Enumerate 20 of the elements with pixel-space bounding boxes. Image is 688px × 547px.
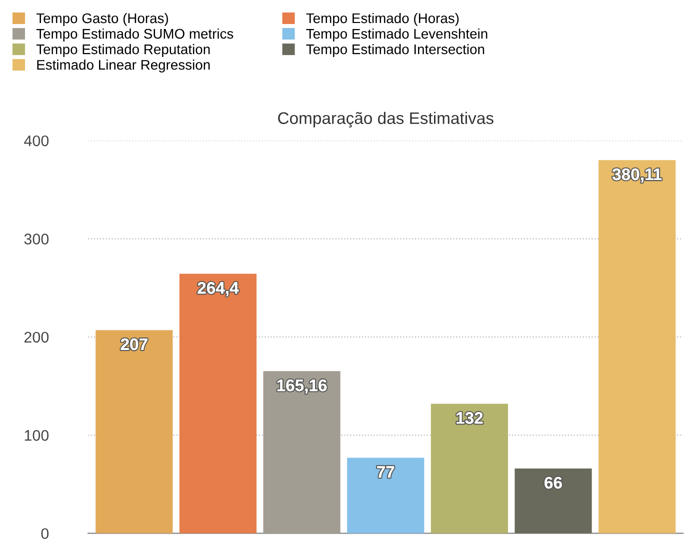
y-tick-label: 400 [24,135,49,146]
text: 132 [456,412,483,424]
y-tick-label: 100 [24,430,49,441]
text: 66 [544,476,562,489]
legend-label: Tempo Estimado SUMO metrics [36,28,234,42]
legend-label: Tempo Estimado Reputation [36,44,210,57]
y-tick-label: 300 [24,234,49,244]
y-tick-label: 0 [41,528,49,540]
y-tick-label: 200 [24,332,49,343]
legend-label: Tempo Estimado (Horas) [306,12,459,26]
text: 264,4 [198,282,239,296]
chart-title: Comparação das Estimativas [278,112,494,128]
legend-label: Tempo Gasto (Horas) [36,12,168,26]
legend-label: Estimado Linear Regression [37,60,210,72]
text: 380,11 [612,168,662,183]
legend-label: Tempo Estimado Levenshtein [306,28,488,42]
text: 165,16 [277,379,327,394]
text: 207 [120,338,148,350]
text: 77 [377,466,394,478]
legend-label: Tempo Estimado Intersection [306,44,484,57]
